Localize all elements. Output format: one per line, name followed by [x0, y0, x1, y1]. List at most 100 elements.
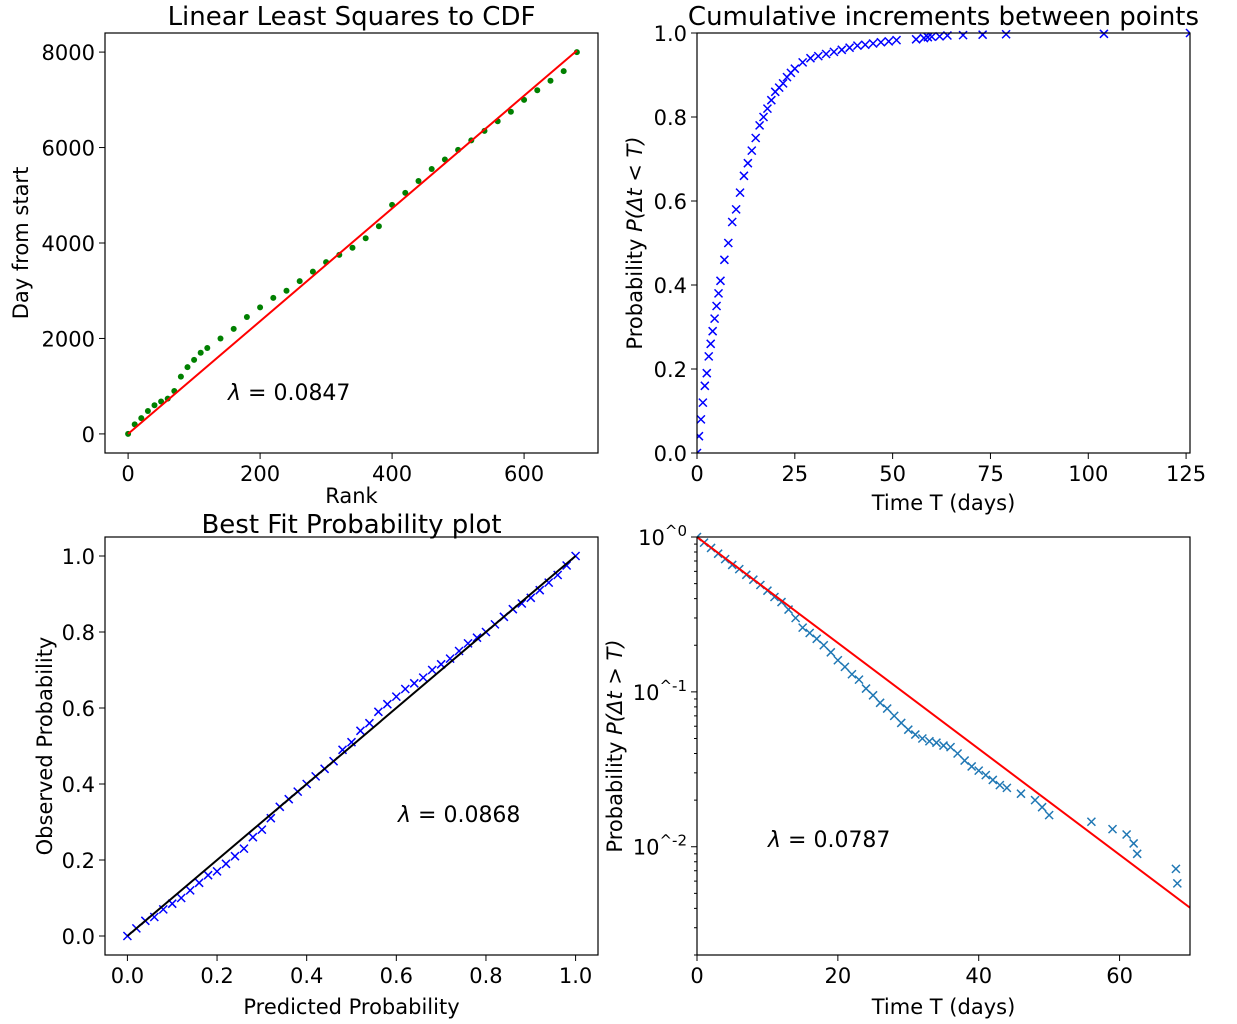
data-point — [743, 158, 753, 168]
x-tick-label: 0 — [690, 964, 703, 988]
data-point — [712, 301, 722, 311]
data-point — [852, 41, 862, 51]
data-point — [735, 188, 745, 198]
data-point — [821, 49, 831, 59]
y-axis-label: Probability P(Δt > T) — [603, 639, 627, 852]
data-point — [1185, 28, 1190, 38]
x-tick-label: 125 — [1166, 462, 1206, 486]
y-tick-label: 0.2 — [62, 849, 95, 873]
x-tick-label: 0 — [121, 462, 134, 486]
data-point — [560, 68, 567, 75]
data-point — [762, 104, 772, 114]
y-tick-label: 6000 — [42, 137, 95, 161]
x-tick-label: 20 — [824, 964, 851, 988]
data-point — [805, 628, 815, 638]
data-point — [176, 893, 186, 903]
data-point — [868, 38, 878, 49]
data-point — [882, 704, 892, 714]
data-point — [727, 217, 737, 227]
y-tick-label: 8000 — [42, 41, 95, 65]
plot-area — [697, 28, 1190, 453]
data-point — [1122, 829, 1132, 840]
data-point — [995, 780, 1005, 790]
data-point — [704, 351, 714, 361]
data-point — [283, 287, 290, 294]
plot-area — [697, 532, 1190, 909]
data-point — [978, 30, 988, 40]
data-point — [751, 133, 761, 143]
data-point — [1129, 838, 1139, 848]
y-tick-label: 0.4 — [62, 773, 95, 797]
data-point — [938, 741, 949, 751]
data-point — [791, 613, 801, 623]
data-point — [534, 87, 541, 94]
data-point — [270, 294, 277, 301]
x-tick-label: 200 — [240, 462, 280, 486]
data-point — [375, 223, 382, 230]
data-point — [917, 733, 927, 744]
data-point — [362, 235, 369, 242]
data-point — [373, 707, 383, 717]
data-point — [812, 634, 822, 644]
data-point — [715, 276, 726, 286]
subplot-title: Cumulative increments between points — [688, 2, 1199, 32]
data-point — [967, 761, 977, 771]
data-point — [960, 756, 970, 766]
data-point — [230, 851, 240, 861]
data-point — [708, 326, 718, 336]
data-point — [184, 364, 191, 371]
data-point — [860, 40, 870, 50]
x-tick-label: 25 — [781, 462, 808, 486]
data-point — [217, 335, 224, 342]
data-point — [507, 108, 514, 115]
y-axis-label: Day from start — [9, 167, 33, 320]
data-point — [813, 51, 823, 61]
data-point — [829, 47, 839, 57]
y-tick-label: 10^-2 — [633, 832, 687, 860]
data-point — [1030, 795, 1040, 805]
data-point — [573, 49, 580, 56]
data-point — [144, 408, 151, 414]
data-point — [700, 381, 710, 391]
data-point — [1107, 824, 1118, 834]
fit-line — [127, 49, 578, 435]
data-point — [309, 268, 316, 275]
data-point — [861, 684, 871, 694]
data-point — [840, 662, 850, 672]
data-point — [747, 146, 757, 156]
x-tick-label: 0.6 — [380, 964, 413, 988]
data-point — [151, 402, 158, 409]
y-tick-label: 0.6 — [62, 697, 95, 721]
data-point — [833, 655, 843, 665]
y-tick-label: 0.4 — [654, 274, 687, 298]
data-point — [1099, 29, 1109, 39]
data-point — [415, 177, 422, 184]
data-point — [931, 738, 941, 748]
data-point — [958, 30, 968, 40]
subplot-3: 0.0 0.2 0.4 0.6 0.8 1.0 0.0 0.2 0.4 0.6 0.8 1.0 Best… — [33, 510, 599, 1019]
y-tick-label: 0.8 — [654, 106, 687, 130]
data-point — [819, 640, 829, 650]
data-point — [702, 368, 712, 378]
data-point — [988, 775, 998, 785]
data-point — [158, 398, 165, 405]
data-point — [698, 398, 708, 408]
data-point — [946, 742, 956, 752]
subplot-4: 0 20 40 60 10^0 10^-1 10^-2 Time T (days) Probab… — [603, 522, 1191, 1019]
data-point — [418, 673, 428, 683]
x-tick-label: 40 — [965, 964, 992, 988]
data-point — [1172, 878, 1182, 888]
data-point — [805, 53, 815, 63]
y-tick-label: 1.0 — [62, 545, 95, 569]
data-point — [798, 57, 808, 67]
data-point — [706, 339, 716, 349]
data-point — [845, 43, 855, 53]
data-point — [1044, 810, 1054, 820]
data-point — [355, 726, 365, 736]
y-tick-label: 0.8 — [62, 621, 95, 645]
data-point — [1171, 864, 1181, 874]
data-point — [924, 736, 934, 746]
x-tick-label: 60 — [1106, 964, 1133, 988]
data-point — [562, 560, 572, 571]
